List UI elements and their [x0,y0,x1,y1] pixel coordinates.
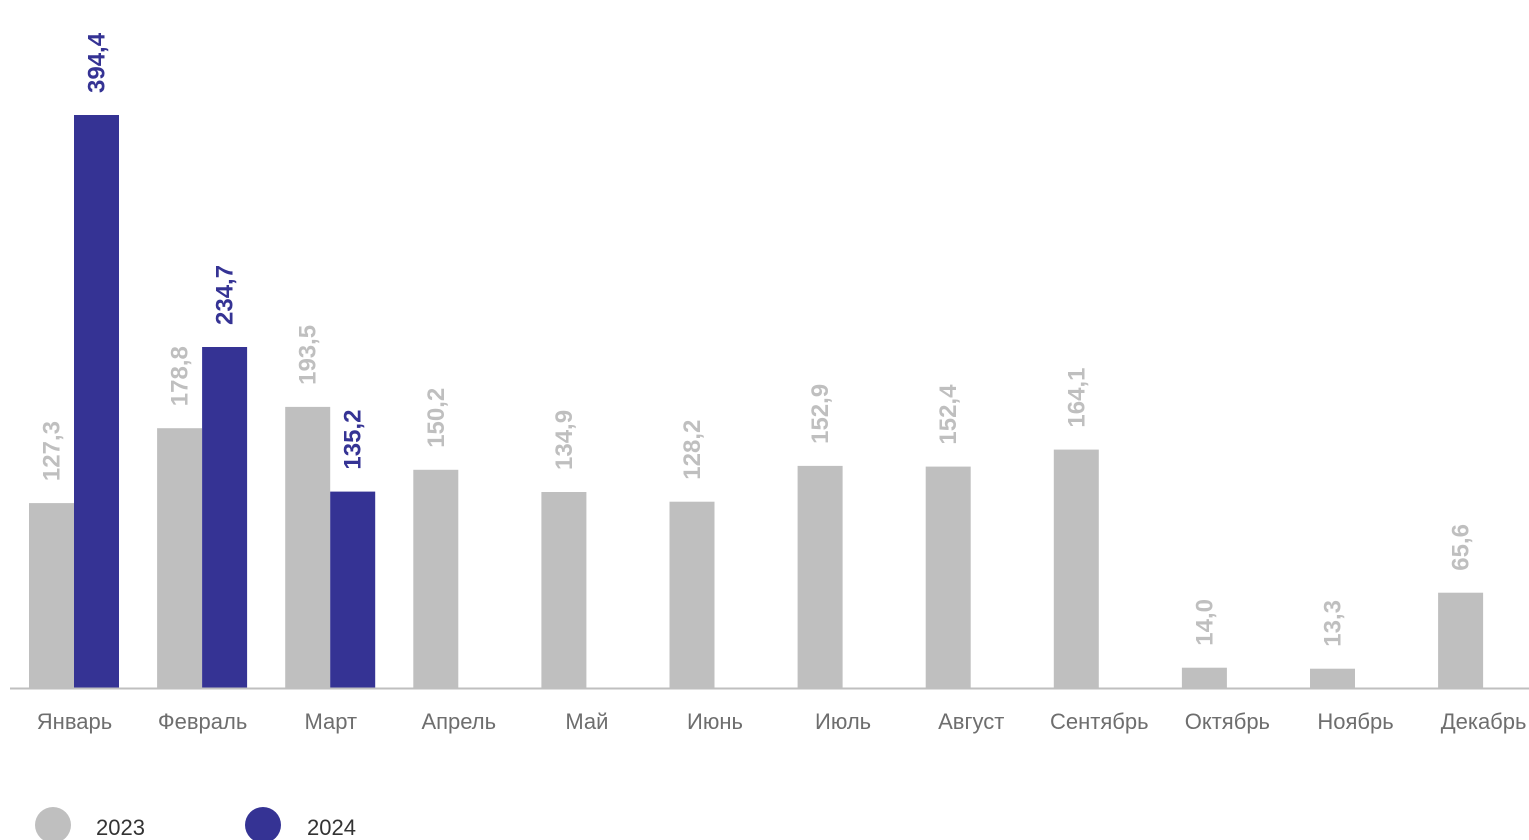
value-label-2024-1: 394,4 [84,32,111,93]
category-label-2: Февраль [158,709,247,734]
bar-2023-8 [925,466,971,688]
bar-2023-6 [669,501,715,688]
category-label-10: Октябрь [1185,709,1270,734]
category-label-6: Июнь [687,709,743,734]
bar-2023-11 [1310,668,1355,688]
category-label-7: Июль [815,709,871,734]
value-label-2023-1: 127,3 [39,421,66,481]
value-label-2023-10: 14,0 [1191,599,1218,646]
category-label-9: Сентябрь [1050,709,1149,734]
value-label-2023-2: 178,8 [167,346,194,406]
value-label-2023-11: 13,3 [1320,600,1347,647]
category-label-12: Декабрь [1441,709,1527,734]
value-label-2023-3: 193,5 [295,325,322,385]
category-label-1: Январь [37,709,112,734]
category-label-5: Май [565,709,608,734]
value-label-2023-5: 134,9 [551,410,578,470]
value-label-2023-12: 65,6 [1448,524,1475,571]
value-label-2024-3: 135,2 [340,410,367,470]
bar-2023-4 [413,469,459,688]
bar-2023-7 [797,465,843,688]
bar-2023-12 [1438,592,1484,688]
category-label-3: Март [304,709,357,734]
bar-2023-2 [157,428,203,688]
category-label-11: Ноябрь [1317,709,1393,734]
legend-marker-2024 [245,807,281,840]
value-label-2023-9: 164,1 [1063,368,1090,428]
bar-2023-5 [541,492,587,688]
category-label-8: Август [938,709,1004,734]
legend: 2023 2024 [35,807,356,840]
bar-2024-3 [330,491,376,688]
value-label-2023-8: 152,4 [935,384,962,445]
category-labels-layer: Январь Февраль Март Апрель Май Июнь Июль Август… [37,709,1527,734]
value-label-2023-7: 152,9 [807,384,834,444]
value-label-2024-2: 234,7 [212,265,239,325]
bar-2024-1 [74,115,119,688]
category-label-4: Апрель [421,709,496,734]
value-label-2023-4: 150,2 [423,388,450,448]
bar-2023-3 [285,406,331,688]
bar-2023-10 [1181,667,1227,688]
legend-marker-2023 [35,807,71,840]
legend-label-2024: 2024 [307,815,356,840]
value-labels-layer: 127,3 394,4 178,8 234,7 193,5 135,2 150,2 134,9… [39,32,1475,646]
bars-layer [29,115,1484,688]
legend-label-2023: 2023 [96,815,145,840]
value-label-2023-6: 128,2 [679,420,706,480]
bar-2023-9 [1053,449,1099,688]
bar-2023-1 [29,503,74,688]
bar-2024-2 [202,347,248,688]
